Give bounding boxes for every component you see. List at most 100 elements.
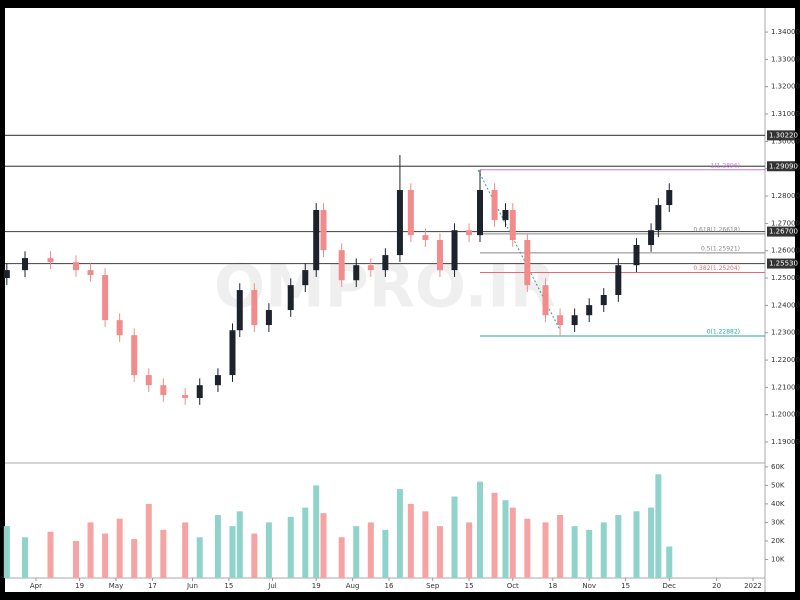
level-label: 1.25530 (769, 260, 798, 268)
volume-bar (502, 500, 509, 578)
level-label: 1.26700 (769, 228, 798, 236)
volume-bar (302, 507, 309, 578)
x-tick-label: Jul (267, 582, 277, 590)
candle-body (557, 315, 564, 326)
candle-body (302, 270, 309, 286)
volume-bar (451, 496, 458, 578)
volume-bar (160, 529, 167, 578)
volume-bar (236, 511, 243, 578)
candle-body (160, 385, 167, 396)
x-tick-label: Dec (662, 582, 676, 590)
volume-bar (214, 515, 221, 578)
candle-body (320, 209, 327, 251)
y-tick-label: 1.25000 (771, 274, 800, 282)
volume-bar (422, 511, 429, 578)
candle-body (196, 385, 203, 399)
volume-bar (116, 518, 123, 578)
x-tick-label: 17 (148, 582, 157, 590)
y2-tick-label: 60K (771, 463, 785, 471)
candle-body (524, 240, 531, 286)
x-tick-label: 16 (385, 582, 394, 590)
candle-body (72, 262, 79, 271)
candle-body (313, 209, 320, 271)
candle-body (367, 265, 374, 271)
y-tick-label: 1.32000 (771, 83, 800, 91)
volume-bar (542, 522, 549, 578)
candle-body (3, 270, 10, 279)
volume-bar (3, 526, 10, 578)
candle-body (502, 209, 509, 221)
volume-bar (407, 503, 414, 578)
y-tick-label: 1.20000 (771, 411, 800, 419)
fib-label: 0.618(1.26618) (693, 226, 740, 233)
candle-body (131, 335, 138, 376)
volume-bar (615, 515, 622, 578)
candle-body (666, 190, 673, 206)
volume-bar (320, 513, 327, 578)
level-tag (767, 161, 795, 172)
level-label: 1.29090 (769, 162, 798, 170)
candle-body (251, 290, 258, 326)
x-tick-label: 15 (224, 582, 233, 590)
volume-bar (47, 531, 54, 578)
volume-bar (509, 507, 516, 578)
candle-body (229, 330, 236, 376)
volume-bar (477, 481, 483, 578)
x-tick-label: 15 (465, 582, 474, 590)
fib-label: 0(1.22882) (707, 328, 740, 335)
y-tick-label: 1.30000 (771, 137, 800, 145)
level-tag (767, 226, 795, 237)
candle-body (422, 235, 429, 241)
volume-bar (367, 522, 374, 578)
x-tick-label: May (109, 582, 123, 590)
y-tick-label: 1.21000 (771, 383, 800, 391)
volume-bar (251, 533, 258, 578)
fib-label: 0.382(1.25204) (693, 265, 740, 272)
candle-body (615, 265, 622, 295)
x-tick-label: Aug (346, 582, 360, 590)
volume-bar (436, 526, 443, 578)
candle-body (236, 290, 243, 331)
x-tick-label: 20 (712, 582, 721, 590)
candle-body (477, 190, 483, 236)
volume-bar (655, 474, 662, 578)
y-tick-label: 1.24000 (771, 301, 800, 309)
candle-body (491, 190, 498, 221)
x-tick-label: Apr (30, 582, 42, 590)
candle-body (338, 250, 345, 281)
x-tick-label: 2022 (744, 582, 762, 590)
x-tick-label: Jun (186, 582, 198, 590)
volume-bar (102, 533, 109, 578)
candle-body (145, 375, 152, 386)
level-tag (767, 258, 795, 269)
y-tick-label: 1.23000 (771, 329, 800, 337)
y-tick-label: 1.26000 (771, 247, 800, 255)
y2-tick-label: 30K (771, 518, 785, 526)
volume-bar (131, 539, 138, 578)
candle-body (451, 230, 458, 271)
candle-body (353, 265, 360, 281)
volume-bar (196, 537, 203, 578)
candle-body (648, 230, 655, 245)
volume-bar (571, 526, 578, 578)
candle-body (47, 258, 54, 263)
candle-body (287, 285, 294, 311)
candle-body (633, 244, 640, 266)
candle-body (586, 305, 593, 316)
candle-body (600, 294, 607, 306)
volume-bar (586, 529, 593, 578)
candle-body (116, 320, 123, 336)
x-tick-label: 15 (621, 582, 630, 590)
volume-bar (648, 507, 655, 578)
candle-body (509, 209, 516, 241)
candle-body (407, 190, 414, 236)
candle-body (436, 240, 443, 271)
volume-bar (353, 526, 360, 578)
volume-bar (666, 546, 673, 578)
y-tick-label: 1.33000 (771, 55, 800, 63)
volume-bar (313, 485, 320, 578)
y-tick-label: 1.34000 (771, 28, 800, 36)
x-tick-label: Nov (582, 582, 596, 590)
volume-bar (396, 489, 403, 578)
x-tick-label: Sep (426, 582, 440, 590)
